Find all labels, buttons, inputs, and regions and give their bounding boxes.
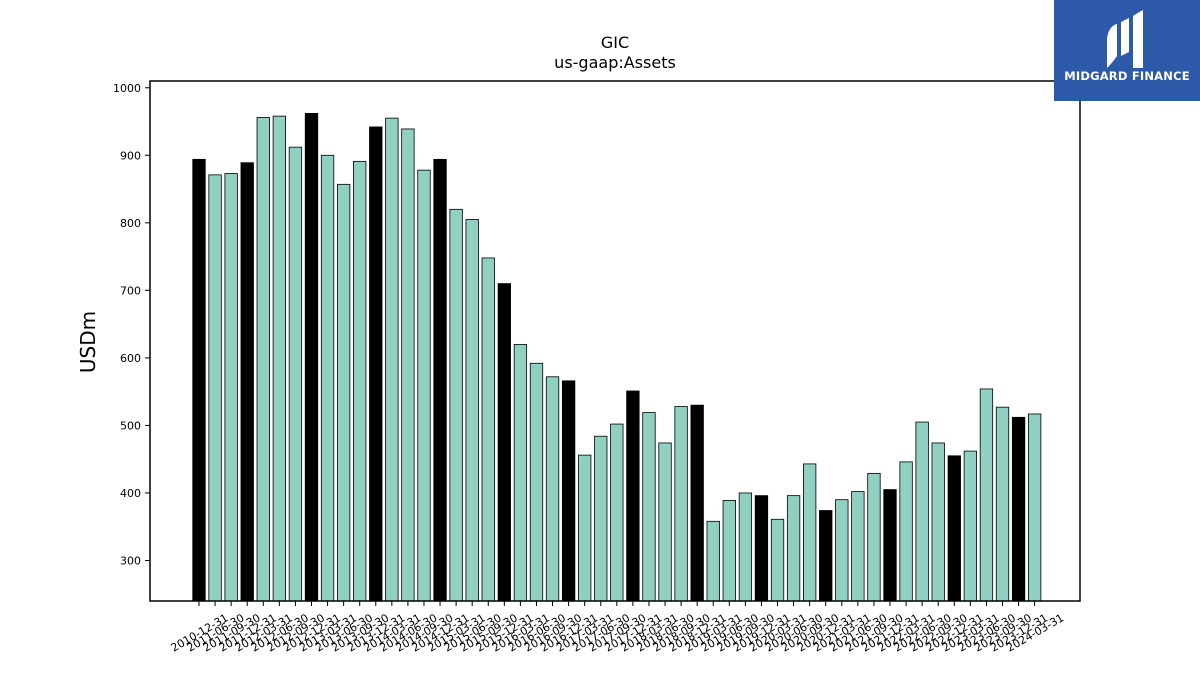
bar-2019-06-30: [738, 492, 753, 602]
bar-2019-09-30: [754, 495, 769, 602]
bar-2012-03-31: [272, 115, 287, 602]
bar-2016-03-31: [529, 362, 544, 602]
bar-2023-06-30: [995, 406, 1010, 602]
x-axis: 2010-12-312011-06-302011-09-302011-12-31…: [169, 601, 1066, 655]
y-tick-label: 400: [120, 487, 141, 500]
bar-2021-12-31: [899, 461, 913, 602]
bar-2012-09-30: [304, 113, 319, 602]
bar-2014-06-30: [417, 169, 431, 602]
brand-logo: MIDGARD FINANCE: [1054, 0, 1200, 101]
bar-2015-09-30: [497, 283, 511, 602]
bar-2013-03-31: [336, 183, 351, 602]
bar-2015-06-30: [481, 257, 495, 602]
bar-2011-06-30: [224, 173, 238, 602]
y-tick-label: 500: [120, 419, 141, 432]
bar-2022-03-31: [915, 421, 929, 602]
bar-2020-03-31: [786, 495, 801, 602]
bar-2012-12-31: [320, 154, 335, 602]
bar-2016-06-30: [545, 376, 560, 602]
bar-2016-09-30: [561, 380, 576, 602]
bar-2011-09-30: [240, 162, 254, 602]
bar-2013-06-30: [353, 160, 367, 602]
chart-title: GIC: [601, 33, 629, 52]
bar-2014-09-30: [433, 158, 447, 602]
bar-2022-12-31: [963, 450, 978, 602]
bar-2018-06-30: [674, 406, 688, 602]
midgard-logo-icon: [1107, 10, 1143, 68]
bar-2022-06-30: [931, 442, 945, 602]
bar-2019-12-31: [770, 518, 785, 602]
bar-2011-12-31: [256, 117, 270, 602]
bar-2023-03-31: [979, 388, 994, 602]
bar-2022-09-30: [947, 455, 961, 602]
y-tick-label: 300: [120, 554, 141, 567]
bar-2010-12-31: [192, 158, 206, 602]
y-axis: 300 400 500 600 700 800 900 1000: [113, 82, 150, 567]
bar-2021-06-30: [867, 472, 881, 602]
bar-2018-12-31: [706, 520, 720, 602]
bar-2017-12-31: [642, 412, 656, 602]
y-tick-label: 900: [120, 149, 141, 162]
bar-2021-09-30: [883, 489, 897, 602]
bar-2023-12-31: [1027, 413, 1042, 602]
y-tick-label: 600: [120, 352, 141, 365]
bar-2017-06-30: [610, 423, 624, 602]
bars-group: [192, 113, 1042, 602]
y-tick-label: 800: [120, 217, 141, 230]
bar-2011-03-31: [208, 174, 222, 602]
bar-2015-12-31: [513, 343, 528, 602]
y-axis-label: USDm: [76, 311, 100, 373]
chart-subtitle: us-gaap:Assets: [554, 53, 676, 72]
bar-2015-03-31: [465, 219, 479, 602]
bar-2023-09-30: [1011, 416, 1026, 602]
bar-2014-12-31: [449, 208, 463, 602]
bar-2020-06-30: [803, 463, 817, 602]
bar-2018-03-31: [658, 442, 672, 602]
bar-2021-03-31: [851, 491, 865, 602]
bar-2012-06-30: [288, 146, 303, 602]
bar-2020-12-31: [835, 499, 849, 602]
bar-2013-09-30: [369, 126, 383, 602]
y-tick-label: 1000: [113, 82, 141, 95]
bar-2018-09-30: [690, 404, 704, 602]
brand-name: MIDGARD FINANCE: [1064, 69, 1190, 83]
y-tick-label: 700: [120, 284, 141, 297]
bar-2020-09-30: [819, 510, 833, 602]
bar-2017-09-30: [626, 390, 640, 602]
bar-2017-03-31: [594, 435, 608, 602]
bar-2013-12-31: [385, 117, 399, 602]
bar-2014-03-31: [401, 128, 415, 602]
bar-2019-03-31: [722, 499, 736, 602]
plot-frame: [149, 80, 1081, 602]
bar-2016-12-31: [578, 454, 592, 602]
